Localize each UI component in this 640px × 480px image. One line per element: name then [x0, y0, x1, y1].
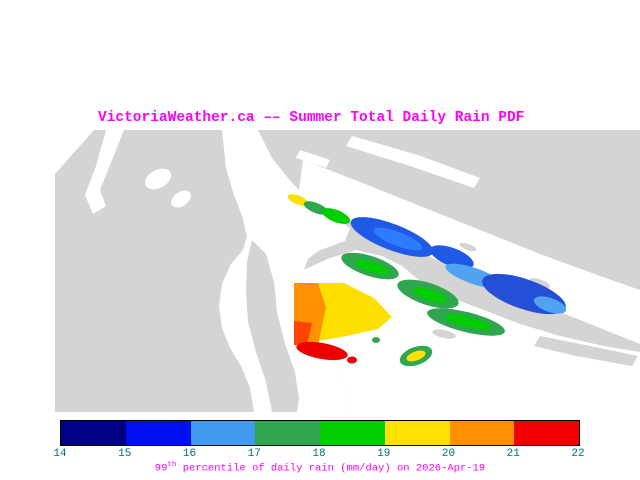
colorbar-tick-label: 19 — [377, 448, 391, 460]
rain-region-blue-2 — [430, 245, 474, 269]
colorbar-segment — [61, 421, 126, 445]
colorbar-tick-label: 22 — [571, 448, 585, 460]
colorbar-tick-label: 20 — [441, 448, 456, 460]
rain-region-strip-brightgreen — [321, 208, 351, 224]
colorbar-tick-label: 15 — [118, 448, 132, 460]
rain-region-green-dot — [372, 337, 380, 343]
rain-region-green-2-core — [412, 287, 448, 303]
colorbar-tick-label: 14 — [53, 448, 67, 460]
rain-region-strip-yellow — [287, 194, 309, 206]
rain-region-red-dot — [347, 356, 357, 364]
colorbar-segment — [320, 421, 385, 445]
colorbar-tick-label: 16 — [182, 448, 197, 460]
caption-number: 99 — [154, 462, 168, 475]
colorbar-ticks: 14 15 16 17 18 19 20 21 22 — [53, 448, 584, 461]
page-title: VictoriaWeather.ca –– Summer Total Daily… — [98, 110, 525, 126]
rain-regions — [287, 194, 567, 367]
colorbar-segment — [449, 421, 515, 445]
caption-text: percentile of daily rain (mm/day) on 202… — [176, 462, 486, 475]
colorbar-segment — [384, 421, 450, 445]
rain-region-islet-yellow — [406, 350, 426, 362]
colorbar-segment — [514, 421, 579, 445]
colorbar-tick-label: 21 — [506, 448, 520, 460]
rain-region-lightblue-2 — [533, 296, 567, 314]
caption-superscript: th — [167, 461, 177, 469]
colorbar-segment — [190, 421, 256, 445]
colorbar-caption: 99th percentile of daily rain (mm/day) o… — [0, 461, 640, 475]
rain-region-blue-1-core — [373, 227, 423, 251]
colorbar-segment — [125, 421, 191, 445]
colorbar-segment — [255, 421, 320, 445]
rain-region-red-tongue — [296, 341, 348, 361]
rain-region-wedge-red-corner — [294, 321, 312, 345]
rain-region-green-1-core — [354, 259, 390, 275]
colorbar-tick-label: 17 — [247, 448, 261, 460]
islands — [246, 240, 638, 412]
colorbar — [60, 420, 580, 446]
colorbar-tick-label: 18 — [312, 448, 326, 460]
rain-region-green-3-core — [444, 314, 492, 330]
